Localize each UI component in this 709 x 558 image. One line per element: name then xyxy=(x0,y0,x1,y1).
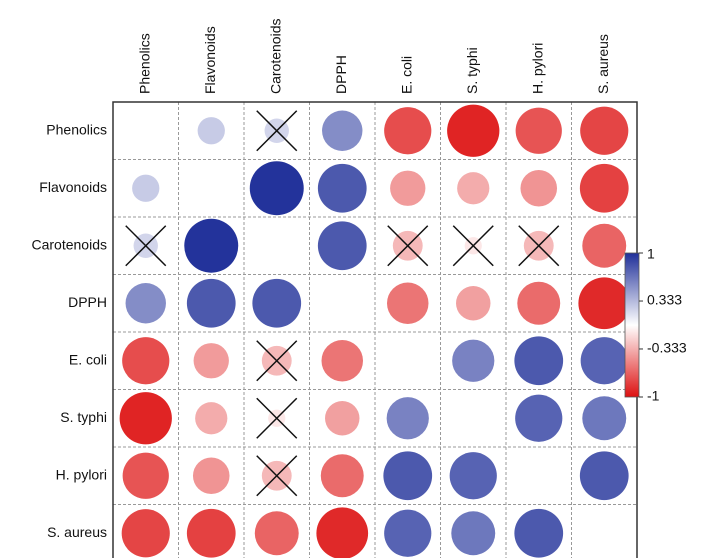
correlation-circle-2-1 xyxy=(184,218,239,273)
legend-tick-label: -1 xyxy=(647,388,660,404)
column-label: E. coli xyxy=(398,56,414,94)
row-label: Phenolics xyxy=(46,121,107,137)
correlation-circle-7-2 xyxy=(254,511,299,556)
row-label: Carotenoids xyxy=(32,236,108,252)
correlation-circle-6-4 xyxy=(383,451,433,501)
row-label: S. typhi xyxy=(60,409,107,425)
legend-tick-label: 0.333 xyxy=(647,292,682,308)
column-label: S. aureus xyxy=(595,34,611,94)
row-label: H. pylori xyxy=(56,466,107,482)
correlation-circle-3-0 xyxy=(125,283,166,324)
row-label: DPPH xyxy=(68,294,107,310)
correlation-circle-6-3 xyxy=(320,454,364,498)
not-significant-cross-2-6 xyxy=(518,225,560,267)
correlation-circle-1-7 xyxy=(579,163,629,213)
correlation-circle-1-5 xyxy=(457,172,490,205)
correlation-circle-5-3 xyxy=(325,401,360,436)
correlation-circle-3-2 xyxy=(252,278,302,328)
correlation-circle-1-4 xyxy=(390,170,426,206)
correlation-circle-0-4 xyxy=(384,107,432,155)
not-significant-cross-0-2 xyxy=(256,110,298,152)
correlation-circle-5-1 xyxy=(195,402,228,435)
not-significant-cross-2-4 xyxy=(387,225,429,267)
correlation-circle-4-7 xyxy=(580,337,628,385)
correlation-circle-6-0 xyxy=(122,452,169,499)
correlation-circle-6-1 xyxy=(192,457,230,495)
correlation-circle-0-3 xyxy=(322,110,363,151)
correlation-circle-3-7 xyxy=(578,277,631,330)
correlation-circle-4-6 xyxy=(514,336,564,386)
not-significant-cross-6-2 xyxy=(256,455,298,497)
correlation-circle-7-1 xyxy=(186,508,236,558)
correlation-circle-0-5 xyxy=(447,104,500,157)
not-significant-cross-2-5 xyxy=(452,225,494,267)
correlation-circle-1-3 xyxy=(317,163,367,213)
correlation-circle-7-4 xyxy=(384,509,432,557)
correlation-circle-5-7 xyxy=(582,396,627,441)
legend-tick-label: -0.333 xyxy=(647,340,687,356)
correlation-circle-3-4 xyxy=(387,282,429,324)
column-label: H. pylori xyxy=(529,43,545,94)
column-label: Phenolics xyxy=(136,33,152,94)
correlation-circle-1-2 xyxy=(249,161,304,216)
correlation-circle-4-0 xyxy=(122,337,170,385)
correlation-circle-0-7 xyxy=(580,106,629,155)
correlation-circle-5-0 xyxy=(119,392,172,445)
column-label: DPPH xyxy=(333,55,349,94)
correlation-circle-1-0 xyxy=(132,174,160,202)
correlation-circle-3-5 xyxy=(456,286,491,321)
correlation-circle-6-5 xyxy=(449,452,497,500)
correlation-circle-2-7 xyxy=(582,223,627,268)
correlation-circle-7-0 xyxy=(121,509,170,558)
correlation-circle-3-1 xyxy=(186,278,236,328)
row-label: Flavonoids xyxy=(39,179,107,195)
correlation-circle-4-5 xyxy=(452,339,495,382)
correlation-circle-2-3 xyxy=(317,221,367,271)
legend-tick-label: 1 xyxy=(647,246,655,262)
correlation-circle-3-6 xyxy=(517,281,561,325)
column-label: S. typhi xyxy=(464,47,480,94)
correlation-circle-7-3 xyxy=(316,507,369,558)
not-significant-cross-2-0 xyxy=(125,225,167,267)
correlation-circle-5-6 xyxy=(515,394,563,442)
legend-colorbar xyxy=(624,252,640,398)
column-label: Flavonoids xyxy=(202,26,218,94)
not-significant-cross-5-2 xyxy=(256,397,298,439)
correlation-circle-7-6 xyxy=(514,508,564,558)
not-significant-cross-4-2 xyxy=(256,340,298,382)
correlation-circle-4-3 xyxy=(321,340,363,382)
correlation-circle-4-1 xyxy=(193,343,229,379)
correlation-circle-5-4 xyxy=(386,397,429,440)
correlation-circle-6-7 xyxy=(579,451,629,501)
column-label: Carotenoids xyxy=(267,19,283,95)
row-label: E. coli xyxy=(69,351,107,367)
correlation-circle-7-5 xyxy=(451,511,496,556)
correlation-circle-0-1 xyxy=(197,117,225,145)
correlation-circle-0-6 xyxy=(515,107,562,154)
row-label: S. aureus xyxy=(47,524,107,540)
correlation-circle-1-6 xyxy=(520,169,558,207)
